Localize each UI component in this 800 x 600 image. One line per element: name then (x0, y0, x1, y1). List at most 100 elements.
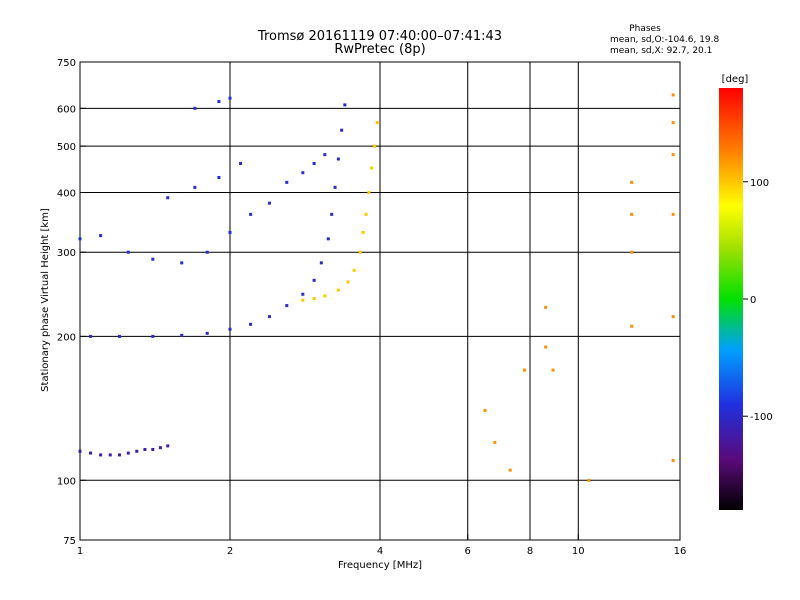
echo-point (78, 449, 82, 453)
echo-point (630, 250, 634, 254)
echo-point (301, 298, 305, 302)
echo-point (301, 171, 305, 175)
x-tick-label: 16 (674, 546, 687, 557)
echo-point (333, 185, 337, 189)
echo-point (361, 230, 365, 234)
echo-point (551, 368, 555, 372)
axis-ticks: 1 2 4 6 8 10 16 75 100 200 300 400 500 600 750 (57, 58, 686, 557)
echo-point (205, 331, 209, 335)
echo-point (544, 305, 548, 309)
y-axis-label: Stationary phase Virtual Height [km] (40, 208, 51, 392)
echo-point (158, 446, 162, 450)
y-tick-label: 400 (57, 188, 76, 199)
echo-point (166, 196, 170, 200)
echo-point (99, 234, 103, 238)
colorbar-tick-label: 0 (750, 295, 756, 306)
x-tick-label: 4 (377, 546, 383, 557)
echo-point (117, 453, 121, 457)
echo-point (523, 368, 527, 372)
echo-point (671, 315, 675, 319)
echo-point (239, 161, 243, 165)
echo-point (151, 257, 155, 261)
echo-point (228, 96, 232, 100)
echo-point (135, 449, 139, 453)
echo-point (587, 478, 591, 482)
echo-point (630, 212, 634, 216)
echo-point (217, 175, 221, 179)
echo-point (151, 334, 155, 338)
y-tick-label: 600 (57, 104, 76, 115)
y-tick-label: 200 (57, 332, 76, 343)
echo-point (671, 212, 675, 216)
echo-point (312, 161, 316, 165)
echo-point (78, 237, 82, 241)
echo-point (193, 106, 197, 110)
echo-point (671, 121, 675, 125)
data-points (78, 93, 675, 482)
echo-point (326, 237, 330, 241)
echo-point (285, 180, 289, 184)
x-axis-label: Frequency [MHz] (338, 560, 422, 571)
echo-point (108, 453, 112, 457)
echo-point (343, 103, 347, 107)
x-tick-label: 10 (572, 546, 585, 557)
colorbar (719, 88, 743, 510)
echo-point (117, 334, 121, 338)
echo-point (483, 408, 487, 412)
colorbar-label: [deg] (722, 74, 749, 85)
echo-point (217, 100, 221, 104)
echo-point (89, 451, 93, 455)
echo-point (630, 180, 634, 184)
echo-point (336, 288, 340, 292)
echo-point (166, 444, 170, 448)
echo-point (671, 153, 675, 157)
stats-heading: Phases (629, 24, 661, 34)
echo-point (180, 333, 184, 337)
grid (80, 62, 680, 540)
echo-point (312, 278, 316, 282)
echo-point (493, 440, 497, 444)
y-tick-label: 75 (63, 536, 76, 547)
echo-point (99, 453, 103, 457)
y-tick-label: 750 (57, 58, 76, 69)
x-tick-label: 6 (465, 546, 471, 557)
echo-point (301, 292, 305, 296)
echo-point (249, 212, 253, 216)
echo-point (228, 327, 232, 331)
echo-point (508, 468, 512, 472)
echo-point (671, 93, 675, 97)
colorbar-tick-label: 100 (750, 178, 769, 189)
echo-point (319, 261, 323, 265)
echo-point (373, 144, 377, 148)
echo-point (285, 304, 289, 308)
x-tick-label: 2 (227, 546, 233, 557)
echo-point (352, 268, 356, 272)
stats-line-x: mean, sd,X: 92.7, 20.1 (610, 46, 712, 56)
echo-point (126, 250, 130, 254)
y-tick-label: 500 (57, 142, 76, 153)
echo-point (340, 128, 344, 132)
echo-point (89, 334, 93, 338)
chart-subtitle: RwPretec (8p) (334, 42, 425, 57)
echo-point (346, 280, 350, 284)
stats-line-o: mean, sd,O:-104.6, 19.8 (610, 35, 720, 45)
echo-point (630, 324, 634, 328)
echo-point (267, 201, 271, 205)
y-tick-label: 100 (57, 476, 76, 487)
echo-point (671, 458, 675, 462)
echo-point (367, 190, 371, 194)
echo-point (323, 294, 327, 298)
chart-title: Tromsø 20161119 07:40:00–07:41:43 (257, 29, 502, 44)
echo-point (126, 451, 130, 455)
echo-point (323, 153, 327, 157)
echo-point (375, 121, 379, 125)
echo-point (228, 230, 232, 234)
echo-point (358, 250, 362, 254)
x-tick-label: 8 (527, 546, 533, 557)
echo-point (249, 322, 253, 326)
echo-point (544, 345, 548, 349)
echo-point (151, 447, 155, 451)
y-tick-label: 300 (57, 248, 76, 259)
echo-point (370, 166, 374, 170)
